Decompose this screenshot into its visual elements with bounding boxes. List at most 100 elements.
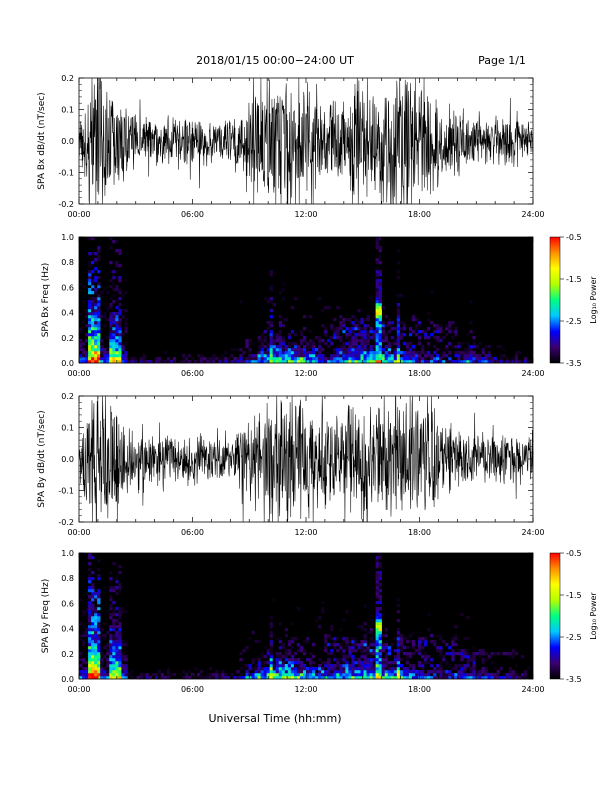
spectrogram-cell: [363, 336, 367, 340]
spectrogram-cell: [457, 676, 461, 680]
spectrogram-cell: [399, 670, 404, 674]
y-tick-label: -0.2: [58, 200, 74, 209]
spectrogram-cell: [417, 330, 422, 334]
spectrogram-cell: [405, 351, 410, 355]
spectrogram-cell: [79, 330, 83, 334]
spectrogram-cell: [430, 357, 434, 361]
spectrogram-cell: [91, 658, 95, 662]
spectrogram-cell: [345, 643, 349, 647]
spectrogram-cell: [454, 634, 458, 638]
spectrogram-cell: [278, 342, 283, 346]
spectrogram-cell: [88, 348, 92, 352]
spectrogram-cell: [91, 309, 95, 313]
spectrogram-cell: [490, 661, 494, 665]
spectrogram-cell: [88, 574, 92, 578]
spectrogram-cell: [330, 336, 334, 340]
spectrogram-cell: [381, 634, 385, 638]
spectrogram-cell: [417, 646, 422, 650]
spectrogram-cell: [302, 652, 307, 656]
spectrogram-cell: [260, 673, 264, 677]
spectrogram-cell: [269, 637, 273, 641]
spectrogram-cell: [384, 655, 388, 659]
spectrogram-cell: [390, 676, 395, 680]
spectrogram-cell: [514, 357, 519, 361]
spectrogram-cell: [363, 604, 367, 608]
spectrogram-cell: [118, 643, 122, 647]
spectrogram-cell: [457, 354, 461, 358]
spectrogram-cell: [124, 324, 128, 328]
spectrogram-cell: [269, 288, 273, 292]
spectrogram-cell: [472, 655, 476, 659]
spectrogram-cell: [439, 652, 443, 656]
spectrogram-cell: [348, 655, 352, 659]
spectrogram-cell: [275, 357, 280, 361]
spectrogram-cell: [366, 336, 370, 340]
spectrogram-cell: [414, 357, 419, 361]
spectrogram-cell: [445, 664, 449, 668]
spectrogram-cell: [109, 261, 113, 265]
spectrogram-cell: [396, 646, 401, 650]
spectrogram-cell: [115, 276, 119, 280]
spectrogram-cell: [363, 348, 367, 352]
spectrogram-cell: [384, 324, 388, 328]
spectrogram-cell: [378, 255, 382, 259]
spectrogram-cell: [97, 625, 101, 629]
spectrogram-cell: [414, 324, 419, 328]
spectrogram-cell: [375, 649, 379, 653]
spectrogram-cell: [408, 345, 413, 349]
spectrogram-cell: [375, 345, 379, 349]
spectrogram-cell: [112, 664, 116, 668]
spectrogram-cell: [511, 357, 516, 361]
spectrogram-cell: [487, 351, 491, 355]
spectrogram-cell: [148, 676, 152, 680]
spectrogram-cell: [396, 261, 401, 265]
spectrogram-cell: [324, 634, 328, 638]
spectrogram-cell: [414, 318, 419, 322]
spectrogram-cell: [121, 676, 125, 680]
spectrogram-cell: [91, 667, 95, 671]
spectrogram-cell: [421, 330, 425, 334]
spectrogram-cell: [263, 661, 267, 665]
spectrogram-cell: [109, 655, 113, 659]
spectrogram-cell: [424, 652, 428, 656]
spectrogram-cell: [390, 667, 395, 671]
spectrogram-cell: [248, 667, 252, 671]
spectrogram-cell: [239, 300, 243, 304]
spectrogram-cell: [472, 670, 476, 674]
spectrogram-cell: [375, 273, 379, 277]
spectrogram-cell: [278, 646, 283, 650]
spectrogram-cell: [124, 667, 128, 671]
colorbar-by: -0.5-1.5-2.5-3.5 Log₁₀ Power: [549, 549, 598, 684]
spectrogram-cell: [275, 667, 280, 671]
spectrogram-cell: [239, 360, 243, 364]
spectrogram-cell: [460, 652, 464, 656]
spectrogram-cell: [91, 339, 95, 343]
spectrogram-cell: [263, 676, 267, 680]
spectrogram-cell: [118, 303, 122, 307]
spectrogram-cell: [121, 673, 125, 677]
spectrogram-cell: [118, 649, 122, 653]
spectrogram-cell: [451, 321, 455, 325]
spectrogram-cell: [414, 351, 419, 355]
spectrogram-cell: [121, 652, 125, 656]
spectrogram-cell: [381, 306, 385, 310]
spectrogram-cell: [421, 357, 425, 361]
spectrogram-cell: [351, 661, 355, 665]
spectrogram-cell: [187, 354, 192, 358]
spectrogram-cell: [97, 309, 101, 313]
spectrogram-cell: [88, 595, 92, 599]
spectrogram-cell: [339, 354, 343, 358]
spectrogram-cell: [91, 598, 95, 602]
spectrogram-cell: [115, 336, 119, 340]
spectrogram-cell: [215, 673, 219, 677]
spectrogram-cell: [82, 670, 86, 674]
spectrogram-cell: [260, 357, 264, 361]
spectrogram-cell: [97, 568, 101, 572]
spectrogram-cell: [357, 327, 361, 331]
spectrogram-cell: [109, 646, 113, 650]
spectrogram-cell: [278, 658, 283, 662]
spectrogram-cell: [402, 676, 407, 680]
spectrogram-cell: [345, 318, 349, 322]
spectrogram-cell: [339, 673, 343, 677]
spectrogram-cell: [378, 565, 382, 569]
